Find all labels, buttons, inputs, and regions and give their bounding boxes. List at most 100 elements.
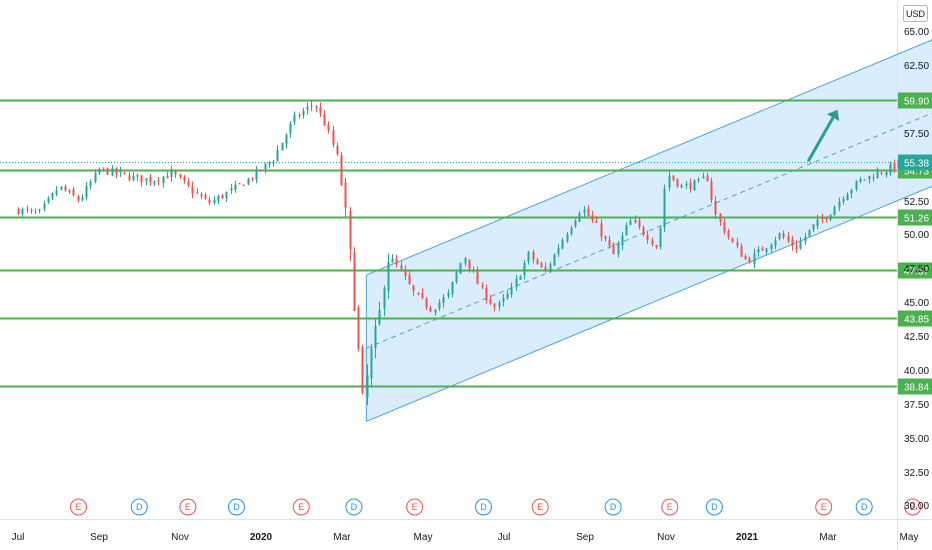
candle-body bbox=[736, 242, 739, 246]
currency-label[interactable]: USD bbox=[903, 5, 928, 22]
candle-body bbox=[94, 172, 97, 183]
earnings-marker-label: E bbox=[298, 502, 304, 512]
projection-arrow[interactable] bbox=[806, 109, 840, 162]
earnings-marker[interactable] bbox=[815, 498, 833, 516]
candle-body bbox=[727, 230, 730, 238]
candle-body bbox=[285, 134, 288, 145]
dividend-marker[interactable] bbox=[227, 498, 245, 516]
candle-body bbox=[404, 269, 407, 277]
currency-label-box bbox=[903, 5, 928, 22]
dividend-marker[interactable] bbox=[130, 498, 148, 516]
candle-body bbox=[361, 347, 364, 393]
projection-arrow-head[interactable] bbox=[826, 109, 840, 122]
dividend-marker[interactable] bbox=[604, 498, 622, 516]
candle-body bbox=[293, 114, 296, 123]
candle-body bbox=[523, 263, 526, 276]
candle-body bbox=[885, 172, 888, 176]
candle-body bbox=[519, 276, 522, 280]
candle-body bbox=[608, 239, 611, 246]
channel-lower-line[interactable] bbox=[366, 150, 932, 422]
price-axis[interactable]: 59.90 54.73 51.26 47.37 43.85 38.84 55.38 30.00… bbox=[898, 27, 932, 512]
candle-body bbox=[557, 248, 560, 254]
candle-body bbox=[816, 219, 819, 226]
level-price-tag-text: 59.90 bbox=[904, 97, 929, 108]
level-price-tag-text: 54.73 bbox=[904, 167, 929, 178]
candle-body bbox=[111, 168, 114, 176]
level-price-tag bbox=[898, 209, 932, 226]
earnings-marker[interactable] bbox=[531, 498, 549, 516]
dividend-marker[interactable] bbox=[475, 498, 492, 516]
projection-arrow-shaft[interactable] bbox=[806, 116, 835, 162]
candle-body bbox=[502, 297, 505, 302]
level-price-tag-text: 38.84 bbox=[904, 383, 929, 394]
candle-body bbox=[234, 184, 237, 190]
candle-body bbox=[310, 105, 313, 107]
candle-body bbox=[757, 249, 760, 253]
earnings-marker[interactable] bbox=[904, 498, 922, 516]
candle-body bbox=[421, 292, 424, 298]
candle-body bbox=[357, 307, 360, 349]
candle-body bbox=[268, 162, 271, 165]
candlesticks bbox=[17, 100, 905, 405]
candle-body bbox=[868, 175, 871, 180]
candle-body bbox=[468, 259, 471, 269]
candle-body bbox=[808, 229, 811, 237]
dividend-marker-label: D bbox=[610, 502, 617, 512]
candle-body bbox=[787, 236, 790, 241]
candle-body bbox=[893, 162, 896, 170]
candle-body bbox=[196, 192, 199, 194]
earnings-marker[interactable] bbox=[406, 498, 424, 516]
earnings-marker-label: E bbox=[537, 502, 543, 512]
candle-body bbox=[663, 188, 666, 228]
candle-body bbox=[306, 106, 309, 110]
candle-body bbox=[276, 149, 279, 162]
candle-body bbox=[510, 286, 513, 295]
earnings-marker[interactable] bbox=[661, 498, 679, 516]
level-price-tag bbox=[898, 378, 932, 395]
candle-body bbox=[170, 170, 173, 177]
candle-body bbox=[387, 261, 390, 291]
candle-body bbox=[213, 199, 216, 204]
candle-body bbox=[51, 192, 54, 199]
candle-body bbox=[204, 194, 207, 199]
candle-body bbox=[833, 207, 836, 216]
dividend-marker[interactable] bbox=[705, 498, 723, 516]
candle-body bbox=[281, 142, 284, 151]
channel-upper-line[interactable] bbox=[366, 4, 932, 276]
earnings-marker[interactable] bbox=[70, 498, 87, 516]
parallel-channel[interactable] bbox=[365, 4, 932, 422]
level-price-tag-text: 51.26 bbox=[904, 214, 929, 225]
candle-body bbox=[638, 220, 641, 227]
candle-body bbox=[765, 248, 768, 252]
candle-body bbox=[391, 258, 394, 263]
candle-body bbox=[200, 194, 203, 197]
price-axis-tick: 52.50 bbox=[904, 197, 929, 208]
candle-body bbox=[812, 224, 815, 230]
candle-body bbox=[859, 178, 862, 182]
candle-body bbox=[689, 182, 692, 190]
candle-body bbox=[289, 123, 292, 134]
candle-body bbox=[591, 215, 594, 221]
earnings-marker[interactable] bbox=[179, 498, 197, 516]
candle-body bbox=[191, 186, 194, 194]
dividend-marker[interactable] bbox=[345, 498, 363, 516]
candle-body bbox=[702, 176, 705, 179]
candle-body bbox=[187, 181, 190, 186]
last-price-tag bbox=[898, 154, 932, 171]
horizontal-levels[interactable] bbox=[0, 99, 897, 388]
candle-body bbox=[383, 288, 386, 309]
time-axis-tick: Jul bbox=[12, 532, 25, 543]
time-axis[interactable]: JulSepNov2020MarMayJulSepNov2021MarMayJu… bbox=[12, 532, 932, 543]
channel-midline[interactable] bbox=[366, 77, 932, 349]
earnings-marker-label: E bbox=[185, 502, 191, 512]
dividend-marker[interactable] bbox=[855, 498, 873, 516]
earnings-marker[interactable] bbox=[292, 498, 310, 516]
candle-body bbox=[583, 209, 586, 213]
candle-body bbox=[60, 186, 63, 190]
candle-body bbox=[132, 175, 135, 181]
candle-body bbox=[238, 183, 241, 185]
candle-body bbox=[77, 196, 80, 201]
candle-body bbox=[353, 252, 356, 311]
